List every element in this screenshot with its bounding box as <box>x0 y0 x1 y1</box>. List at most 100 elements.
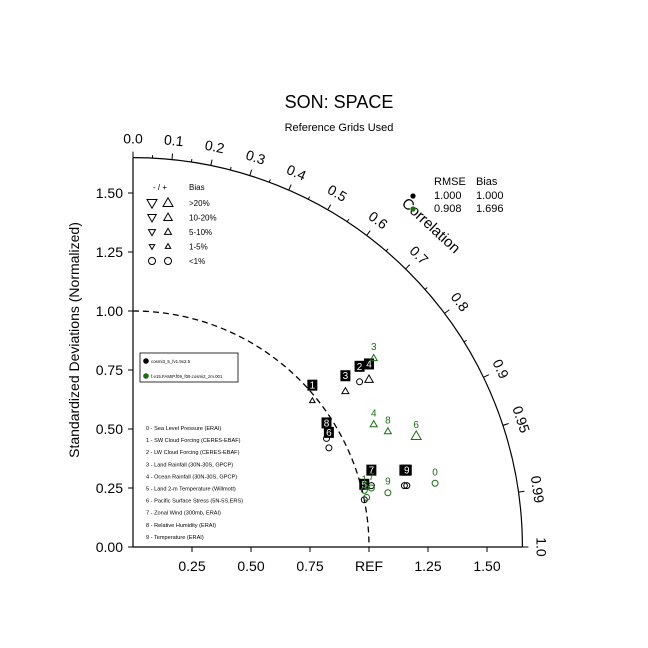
corr-tick-label: 1.0 <box>534 537 550 557</box>
up-triangle-icon <box>162 212 174 221</box>
circle-icon <box>164 257 172 265</box>
series-0: 0123456789 <box>307 358 412 504</box>
x-tick-label: 1.50 <box>473 558 500 574</box>
up-triangle-icon <box>163 227 173 235</box>
data-marks: 0123456789013456789 <box>307 342 439 504</box>
data-point-triangle <box>410 429 423 441</box>
axes: 0.000.250.500.751.001.251.500.25 0.50 0.75… <box>66 130 550 574</box>
data-point-triangle <box>369 353 379 362</box>
point-label-box <box>366 464 377 476</box>
corr-tick <box>444 309 450 314</box>
y-tick-label: 1.25 <box>96 244 123 260</box>
data-point-circle <box>431 479 439 487</box>
variable-legend-entry: 2 - LW Cloud Forcing (CERES-EBAF) <box>146 450 240 456</box>
y-tick-label: 0.75 <box>96 362 123 378</box>
up-triangle-icon <box>164 242 172 249</box>
corr-minor-tick <box>424 287 428 290</box>
data-point-triangle <box>383 426 393 435</box>
corr-tick-label: 0.99 <box>528 475 548 504</box>
corr-minor-tick <box>385 248 389 252</box>
point-label: 5 <box>361 480 367 491</box>
corr-tick <box>288 184 292 191</box>
data-point-triangle <box>341 386 350 395</box>
corr-tick <box>210 159 213 166</box>
legends: - / + Bias >20% 10-20% 5-10% 1-5% <1% RMSE Bias 1… <box>139 176 504 541</box>
case-bias: 1.000 <box>476 190 504 202</box>
bias-legend-entry: 5-10% <box>189 228 212 237</box>
corr-tick <box>327 204 332 211</box>
point-label-box <box>354 360 365 372</box>
point-label-box <box>307 379 318 391</box>
corr-tick-label: 0.3 <box>244 147 268 168</box>
data-point-triangle <box>308 396 316 404</box>
corr-minor-tick <box>502 423 506 426</box>
variable-legend-entry: 5 - Land 2-m Temperature (Willmott) <box>146 487 236 493</box>
y-tick-label: 1.00 <box>96 303 123 319</box>
variable-legend-entry: 4 - Ocean Rainfall (30N-30S, GPCP) <box>146 474 237 480</box>
bias-legend-header: Bias <box>189 183 205 192</box>
stats-header-bias: Bias <box>476 176 498 188</box>
case-legend-name: f.e15.FAMIP.f09_f09.cosmi2_zm.001 <box>151 374 223 379</box>
bias-legend-entry: >20% <box>189 199 210 208</box>
corr-minor-tick <box>463 339 467 343</box>
down-triangle-icon <box>147 229 157 237</box>
corr-tick-label: 0.0 <box>123 130 143 146</box>
chart-title: SON: SPACE <box>285 92 394 112</box>
corr-minor-tick <box>346 219 350 223</box>
corr-tick <box>483 374 490 378</box>
corr-tick-label: 0.9 <box>489 357 512 382</box>
case-color-dot <box>410 193 416 199</box>
data-point-circle <box>325 444 333 452</box>
case-color-dot <box>410 206 416 212</box>
data-point-circle <box>367 484 375 492</box>
corr-tick <box>518 490 525 493</box>
data-point-circle <box>363 493 371 501</box>
corr-tick-label: 0.8 <box>448 289 473 314</box>
down-triangle-icon <box>148 244 156 251</box>
corr-tick-label: 0.7 <box>407 243 432 268</box>
point-label: 4 <box>366 359 372 370</box>
variable-legend-entry: 3 - Land Rainfall (30N-30S, GPCP) <box>146 462 233 468</box>
up-triangle-icon <box>162 196 174 207</box>
case-rmse: 0.908 <box>434 203 462 215</box>
bias-legend-sign: - / + <box>153 183 167 192</box>
corr-minor-tick <box>229 166 232 171</box>
point-label-box <box>401 464 412 476</box>
variable-legend-entry: 1 - SW Cloud Forcing (CERES-EBAF) <box>146 438 241 444</box>
variable-legend-entry: 7 - Zonal Wind (300mb, ERAI) <box>146 511 221 517</box>
point-label: 7 <box>369 466 375 477</box>
corr-tick-label: 0.1 <box>163 131 184 149</box>
data-point-circle <box>400 482 408 490</box>
point-label-box <box>364 358 374 370</box>
point-label: 1 <box>361 474 367 485</box>
point-label: 6 <box>326 428 332 439</box>
y-axis-title: Standardized Deviations (Normalized) <box>66 222 82 458</box>
variable-legend-entry: 9 - Temperature (ERAI) <box>146 535 204 541</box>
corr-minor-tick <box>307 196 311 200</box>
point-label: 8 <box>385 415 391 426</box>
corr-tick-label: 0.2 <box>204 137 226 157</box>
point-label-box <box>359 478 370 490</box>
y-tick-label: 0.50 <box>96 421 123 437</box>
corr-tick <box>366 230 371 236</box>
bias-legend-entry: 1-5% <box>189 243 208 252</box>
corr-tick-label: 0.6 <box>366 208 391 233</box>
bias-legend-entry: <1% <box>189 257 205 266</box>
case-rmse: 1.000 <box>434 190 462 202</box>
variable-legend-entry: 6 - Pacific Surface Stress (5N-5S,ERS) <box>146 499 243 505</box>
case-legend-dot <box>143 373 149 379</box>
x-tick-label: REF <box>355 558 383 574</box>
y-tick-label: 1.50 <box>96 185 123 201</box>
x-tick-label: 0.25 <box>178 558 205 574</box>
point-label: 0 <box>432 467 438 478</box>
case-bias: 1.696 <box>476 203 504 215</box>
corr-tick-label: 0.95 <box>509 404 533 435</box>
data-point-circle <box>323 434 331 442</box>
reference-arc <box>132 310 370 548</box>
chart-subtitle: Reference Grids Used <box>285 122 394 134</box>
x-tick-label: 0.50 <box>237 558 264 574</box>
bias-legend-entry: 10-20% <box>189 214 217 223</box>
x-tick-label: 0.75 <box>296 558 323 574</box>
case-legend-dot <box>143 358 149 364</box>
data-point-circle <box>356 378 364 386</box>
